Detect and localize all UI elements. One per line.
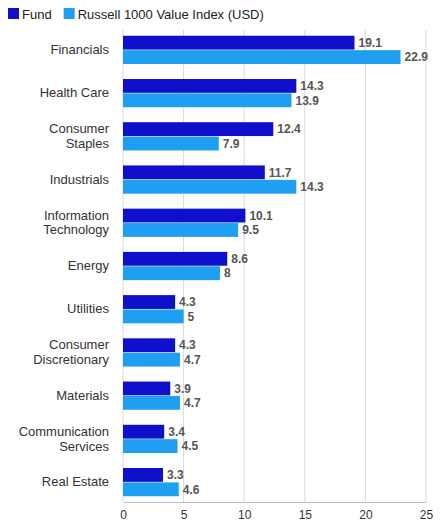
data-label: 4.7 — [184, 353, 201, 367]
data-label: 5 — [188, 310, 195, 324]
bar — [123, 439, 178, 453]
data-label: 10.1 — [249, 209, 273, 223]
bar — [123, 122, 273, 136]
legend-item: Russell 1000 Value Index (USD) — [64, 7, 264, 22]
tick-label: 10 — [238, 508, 252, 522]
tick-label: 5 — [181, 508, 188, 522]
tick: InformationTechnology — [43, 208, 123, 238]
tick-label: 20 — [359, 508, 373, 522]
tick-label: 0 — [120, 508, 127, 522]
legend: Fund Russell 1000 Value Index (USD) — [8, 7, 264, 22]
tick-label: 15 — [299, 508, 313, 522]
legend-item: Fund — [8, 7, 52, 22]
category-label: Energy — [68, 258, 110, 273]
bars — [123, 36, 401, 496]
grid-line — [426, 30, 427, 502]
data-label: 14.3 — [300, 180, 324, 194]
bar — [123, 295, 175, 309]
axis-line — [124, 502, 427, 503]
tick: Industrials — [50, 172, 123, 187]
data-label: 13.9 — [295, 94, 319, 108]
tick: Real Estate — [42, 474, 123, 489]
bar — [123, 165, 265, 179]
data-label: 4.7 — [184, 396, 201, 410]
tick: 25 — [420, 502, 434, 522]
tick: Materials — [56, 388, 123, 403]
category-label: Health Care — [40, 85, 109, 100]
data-label: 12.4 — [277, 122, 301, 136]
data-label: 4.3 — [179, 295, 196, 309]
category-label: Industrials — [50, 172, 110, 187]
legend-swatch — [8, 8, 19, 19]
grid — [123, 30, 426, 502]
bar — [123, 338, 175, 352]
category-label: Real Estate — [42, 474, 109, 489]
tick: Health Care — [40, 85, 123, 100]
category-label: ConsumerStaples — [49, 121, 110, 151]
data-labels: 19.1 14.3 12.4 11.7 10.1 8.6 4.3 4.3 3.9 3.4 3.3 22… — [167, 36, 428, 497]
bar — [123, 382, 170, 396]
tick: 20 — [359, 502, 373, 522]
tick-label: 25 — [420, 508, 434, 522]
data-label: 4.5 — [182, 439, 199, 453]
tick: 10 — [238, 502, 252, 522]
data-label: 14.3 — [300, 79, 324, 93]
data-label: 3.3 — [167, 468, 184, 482]
category-label: InformationTechnology — [43, 208, 109, 238]
category-label: CommunicationServices — [19, 424, 110, 454]
tick: 0 — [120, 502, 127, 522]
y-axis: Financials Health Care ConsumerStaples Indu… — [19, 42, 123, 489]
legend-label: Russell 1000 Value Index (USD) — [78, 7, 264, 22]
category-label: ConsumerDiscretionary — [33, 337, 110, 367]
bar — [123, 36, 354, 50]
data-label: 7.9 — [223, 137, 240, 151]
category-label: Financials — [50, 42, 109, 57]
category-label: Materials — [56, 388, 109, 403]
data-label: 22.9 — [405, 50, 429, 64]
tick: ConsumerDiscretionary — [33, 337, 123, 367]
tick: CommunicationServices — [19, 424, 123, 454]
data-label: 8 — [224, 266, 231, 280]
bar — [123, 137, 219, 151]
chart: 19.1 14.3 12.4 11.7 10.1 8.6 4.3 4.3 3.9 3.4 3.3 22… — [0, 0, 444, 532]
plot: 19.1 14.3 12.4 11.7 10.1 8.6 4.3 4.3 3.9 3.4 3.3 22… — [19, 30, 434, 522]
bar — [123, 468, 163, 482]
bar — [123, 252, 227, 266]
bar — [123, 223, 238, 237]
data-label: 4.6 — [183, 483, 200, 497]
tick: 5 — [181, 502, 188, 522]
data-label: 3.4 — [168, 425, 185, 439]
bar — [123, 209, 245, 223]
legend-label: Fund — [22, 7, 52, 22]
tick: Financials — [50, 42, 123, 57]
bar — [123, 266, 220, 280]
data-label: 19.1 — [358, 36, 382, 50]
legend-swatch — [64, 8, 75, 19]
tick: Utilities — [67, 301, 123, 316]
bar — [123, 310, 184, 324]
x-axis: 0 5 10 15 20 25 — [120, 502, 433, 522]
category-label: Utilities — [67, 301, 109, 316]
data-label: 3.9 — [174, 382, 191, 396]
bar — [123, 353, 180, 367]
grid-line — [365, 30, 366, 502]
data-label: 4.3 — [179, 338, 196, 352]
bar — [123, 79, 296, 93]
bar — [123, 93, 291, 107]
data-label: 9.5 — [242, 223, 259, 237]
tick: ConsumerStaples — [49, 121, 123, 151]
tick: Energy — [68, 258, 123, 273]
bar — [123, 425, 164, 439]
data-label: 11.7 — [269, 166, 292, 180]
bar — [123, 482, 179, 496]
tick: 15 — [299, 502, 313, 522]
bar — [123, 396, 180, 410]
data-label: 8.6 — [231, 252, 248, 266]
bar — [123, 180, 296, 194]
bar — [123, 50, 401, 64]
